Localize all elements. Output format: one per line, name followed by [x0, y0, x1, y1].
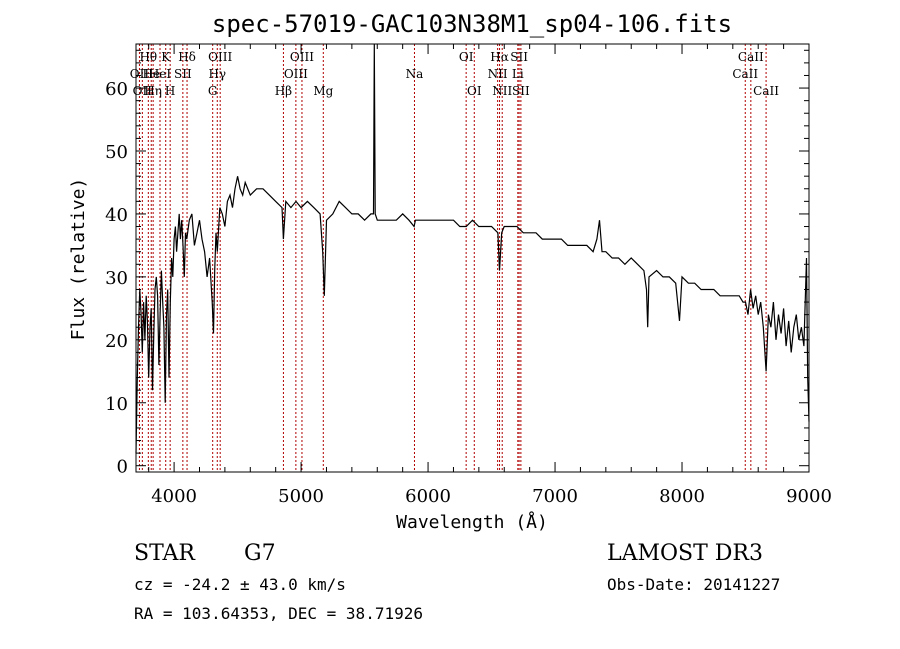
x-tick-label: 4000: [151, 486, 197, 507]
line-marker-label: OIII: [284, 67, 308, 81]
axis-ticks: 4000 5000 6000 7000 8000 9000 0 10 20 30 40 50 60: [105, 44, 832, 507]
line-marker-label: Hη: [144, 84, 162, 98]
line-marker-label: CaII: [732, 67, 758, 81]
y-tick-label: 30: [105, 268, 128, 289]
line-marker-label: HeI: [149, 67, 172, 81]
x-tick-label: 6000: [405, 486, 451, 507]
x-tick-label: 9000: [786, 486, 832, 507]
line-marker-label: OII: [130, 67, 150, 81]
line-markers: [138, 44, 767, 472]
line-marker-label: SII: [512, 84, 530, 98]
y-tick-label: 0: [117, 457, 128, 478]
line-marker-label: Hγ: [208, 67, 226, 81]
line-marker-label: Mg: [313, 84, 333, 98]
object-class: STAR: [134, 541, 196, 566]
line-marker-label: SII: [510, 50, 528, 64]
line-marker-label: CaII: [753, 84, 779, 98]
spectrum-series: [135, 43, 810, 454]
line-marker-label: NII: [488, 67, 508, 81]
line-marker-label: OI: [467, 84, 482, 98]
line-marker-label: OIII: [208, 50, 232, 64]
line-marker-labels: OII OII Hθ He Hη HeI K H SII Hδ G Hγ OIII Hβ OIII OIII M…: [130, 50, 779, 98]
line-marker-label: NII: [492, 84, 512, 98]
line-marker-label: Hα: [490, 50, 509, 64]
line-marker-label: SII: [174, 67, 192, 81]
plot-frame: [135, 43, 810, 473]
line-marker-label: OIII: [290, 50, 314, 64]
line-marker-label: Hθ: [139, 50, 157, 64]
object-subclass: G7: [244, 541, 276, 566]
observation-date: Obs-Date: 20141227: [607, 575, 780, 594]
line-marker-label: G: [208, 84, 218, 98]
line-marker-label: Hβ: [275, 84, 292, 98]
redshift-info: cz = -24.2 ± 43.0 km/s: [134, 575, 346, 594]
line-marker-label: OII: [133, 84, 153, 98]
survey-name: LAMOST DR3: [607, 541, 763, 566]
x-tick-label: 7000: [532, 486, 578, 507]
x-axis-label: Wavelength (Å): [396, 511, 548, 533]
y-axis-label: Flux (relative): [68, 178, 89, 341]
line-marker-label: K: [161, 50, 171, 64]
chart-title: spec-57019-GAC103N38M1_sp04-106.fits: [212, 10, 732, 38]
y-tick-label: 40: [105, 205, 128, 226]
x-tick-label: 8000: [659, 486, 705, 507]
line-marker-label: Li: [512, 67, 524, 81]
y-tick-label: 60: [105, 79, 128, 100]
line-marker-label: Na: [406, 67, 424, 81]
line-marker-label: CaII: [738, 50, 764, 64]
coordinates: RA = 103.64353, DEC = 38.71926: [134, 604, 423, 623]
line-marker-label: He: [142, 67, 160, 81]
line-marker-label: H: [165, 84, 175, 98]
line-marker-label: Hδ: [178, 50, 196, 64]
y-tick-label: 20: [105, 331, 128, 352]
y-tick-label: 50: [105, 142, 128, 163]
spectrum-line: [135, 43, 810, 454]
y-tick-label: 10: [105, 394, 128, 415]
line-marker-label: OI: [459, 50, 474, 64]
x-tick-label: 5000: [278, 486, 324, 507]
